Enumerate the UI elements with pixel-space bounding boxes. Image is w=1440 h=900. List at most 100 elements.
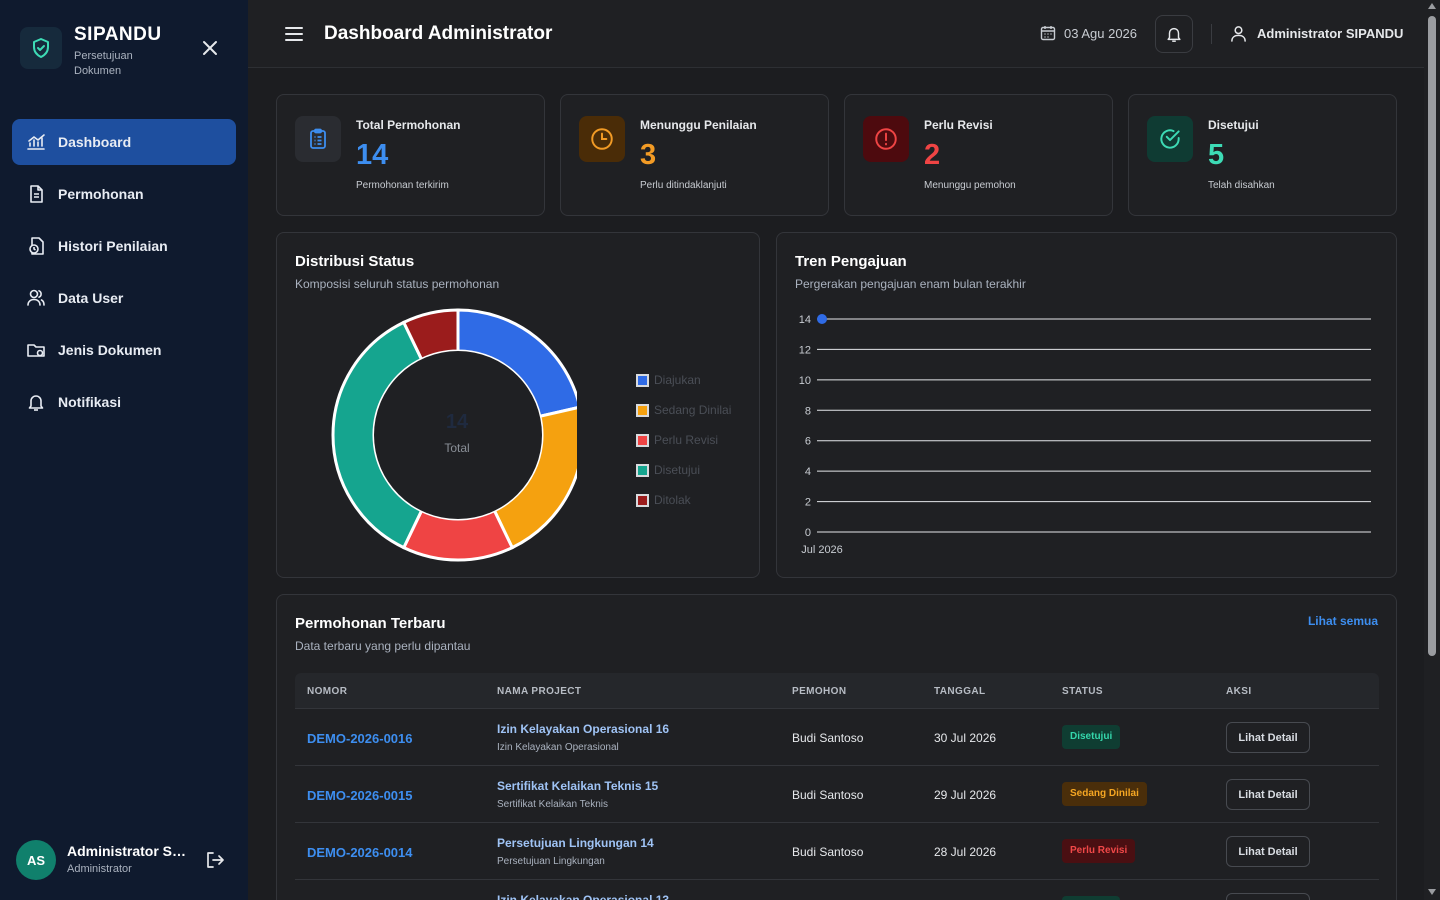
sidebar-nav: Dashboard Permohonan Histori Penilaian D… <box>12 119 236 431</box>
legend-swatch <box>636 463 649 477</box>
lihat-detail-button[interactable]: Lihat Detail <box>1226 722 1310 753</box>
sidebar-item-label: Dashboard <box>58 134 132 150</box>
column-header: PEMOHON <box>792 686 847 697</box>
legend-item[interactable]: Diajukan <box>636 365 731 395</box>
status-badge <box>1062 896 1120 900</box>
sidebar: SIPANDU Persetujuan Dokumen Dashboard Pe… <box>0 0 248 900</box>
legend-item[interactable]: Sedang Dinilai <box>636 395 731 425</box>
logout-icon[interactable] <box>204 849 226 871</box>
avatar: AS <box>16 840 56 880</box>
user-role: Administrator <box>67 863 132 875</box>
stat-label: Disetujui <box>1208 118 1259 132</box>
recent-table: NOMOR NAMA PROJECT PEMOHON TANGGAL STATU… <box>295 673 1379 900</box>
sidebar-item-data-user[interactable]: Data User <box>12 275 236 321</box>
page-scrollbar[interactable] <box>1424 0 1440 900</box>
stat-sub: Telah disahkan <box>1208 180 1275 191</box>
table-header: NOMOR NAMA PROJECT PEMOHON TANGGAL STATU… <box>295 673 1379 709</box>
brand: SIPANDU Persetujuan Dokumen <box>20 24 228 84</box>
menu-icon[interactable] <box>284 24 304 44</box>
bell-icon <box>1167 27 1181 42</box>
panel-title: Distribusi Status <box>295 253 415 270</box>
applicant: Budi Santoso <box>792 845 864 859</box>
stat-card-menunggu: Menunggu Penilaian 3 Perlu ditindaklanju… <box>560 94 829 216</box>
donut-hole <box>374 351 542 519</box>
status-badge: Perlu Revisi <box>1062 839 1136 863</box>
clipboard-icon <box>295 116 341 162</box>
y-tick-label: 14 <box>799 314 811 326</box>
sidebar-item-label: Histori Penilaian <box>58 238 168 254</box>
history-icon <box>26 236 46 256</box>
applicant: Budi Santoso <box>792 788 864 802</box>
legend-label: Ditolak <box>654 493 691 507</box>
sidebar-item-dashboard[interactable]: Dashboard <box>12 119 236 165</box>
legend-swatch <box>636 403 649 417</box>
date-text: 03 Agu 2026 <box>1064 25 1138 41</box>
sidebar-item-permohonan[interactable]: Permohonan <box>12 171 236 217</box>
applicant: Budi Santoso <box>792 731 864 745</box>
stat-card-total: Total Permohonan 14 Permohonan terkirim <box>276 94 545 216</box>
scrollbar-thumb[interactable] <box>1428 16 1436 656</box>
scroll-up-icon[interactable] <box>1428 3 1436 9</box>
chart-line-icon <box>26 132 46 152</box>
user-menu-label: Administrator SIPANDU <box>1257 26 1404 41</box>
data-point[interactable] <box>817 314 827 324</box>
legend-item[interactable]: Perlu Revisi <box>636 425 731 455</box>
request-number-link[interactable]: DEMO-2026-0016 <box>307 731 413 746</box>
request-number-link[interactable]: DEMO-2026-0015 <box>307 788 413 803</box>
notification-button[interactable] <box>1155 15 1193 53</box>
lihat-semua-link[interactable]: Lihat semua <box>1307 614 1378 628</box>
column-header: AKSI <box>1226 686 1252 697</box>
legend-label: Sedang Dinilai <box>654 403 732 417</box>
request-number-link[interactable]: DEMO-2026-0014 <box>307 845 413 860</box>
user-menu[interactable]: Administrator SIPANDU <box>1230 25 1403 42</box>
sidebar-item-label: Notifikasi <box>58 394 122 410</box>
sidebar-user: AS Administrator SIPANDU Administrator <box>16 838 232 882</box>
legend-swatch <box>636 373 649 387</box>
topbar: Dashboard Administrator 03 Agu 2026 Admi… <box>248 0 1424 68</box>
stat-sub: Perlu ditindaklanjuti <box>640 180 727 191</box>
stat-sub: Menunggu pemohon <box>924 180 1016 191</box>
stat-sub: Permohonan terkirim <box>356 180 449 191</box>
column-header: TANGGAL <box>934 686 986 697</box>
status-badge: Sedang Dinilai <box>1062 782 1147 806</box>
stat-label: Total Permohonan <box>356 118 461 132</box>
column-header: NAMA PROJECT <box>497 686 582 697</box>
tren-pengajuan-panel: Tren Pengajuan Pergerakan pengajuan enam… <box>776 232 1397 578</box>
lihat-detail-button[interactable]: Lihat Detail <box>1226 779 1310 810</box>
scroll-down-icon[interactable] <box>1428 889 1436 895</box>
sidebar-item-label: Jenis Dokumen <box>58 342 162 358</box>
sidebar-item-label: Data User <box>58 290 124 306</box>
lihat-detail-button[interactable] <box>1226 893 1310 900</box>
table-row: DEMO-2026-0015 Sertifikat Kelaikan Teknis… <box>295 766 1379 823</box>
sidebar-item-histori-penilaian[interactable]: Histori Penilaian <box>12 223 236 269</box>
sidebar-item-jenis-dokumen[interactable]: Jenis Dokumen <box>12 327 236 373</box>
y-tick-label: 12 <box>799 344 811 356</box>
legend-swatch <box>636 493 649 507</box>
panel-subtitle: Komposisi seluruh status permohonan <box>295 277 500 291</box>
legend-item[interactable]: Ditolak <box>636 485 731 515</box>
column-header: STATUS <box>1062 686 1103 697</box>
donut-chart <box>331 308 577 562</box>
close-icon[interactable] <box>200 38 220 58</box>
table-row: DEMO-2026-0014 Persetujuan Lingkungan 14 P… <box>295 823 1379 880</box>
project-type: Persetujuan Lingkungan <box>497 856 605 867</box>
permohonan-terbaru-panel: Permohonan Terbaru Data terbaru yang per… <box>276 594 1397 900</box>
bell-icon <box>26 392 46 412</box>
stat-card-revisi: Perlu Revisi 2 Menunggu pemohon <box>844 94 1113 216</box>
lihat-detail-button[interactable]: Lihat Detail <box>1226 836 1310 867</box>
stat-value: 3 <box>640 139 657 171</box>
table-row: Izin Kelayakan Operasional 13 <box>295 880 1379 900</box>
legend-item[interactable]: Disetujui <box>636 455 731 485</box>
panel-subtitle: Pergerakan pengajuan enam bulan terakhir <box>795 277 1026 291</box>
folder-icon <box>26 340 46 360</box>
legend-label: Disetujui <box>654 463 701 477</box>
user-name: Administrator SIPANDU <box>67 843 187 859</box>
calendar-icon <box>1040 26 1056 41</box>
donut-center-label: Total <box>444 441 470 455</box>
date: 29 Jul 2026 <box>934 788 997 802</box>
project-type: Izin Kelayakan Operasional <box>497 742 619 753</box>
user-icon <box>1231 26 1246 42</box>
y-tick-label: 6 <box>805 436 811 448</box>
sidebar-item-notifikasi[interactable]: Notifikasi <box>12 379 236 425</box>
topbar-divider <box>1211 24 1212 44</box>
